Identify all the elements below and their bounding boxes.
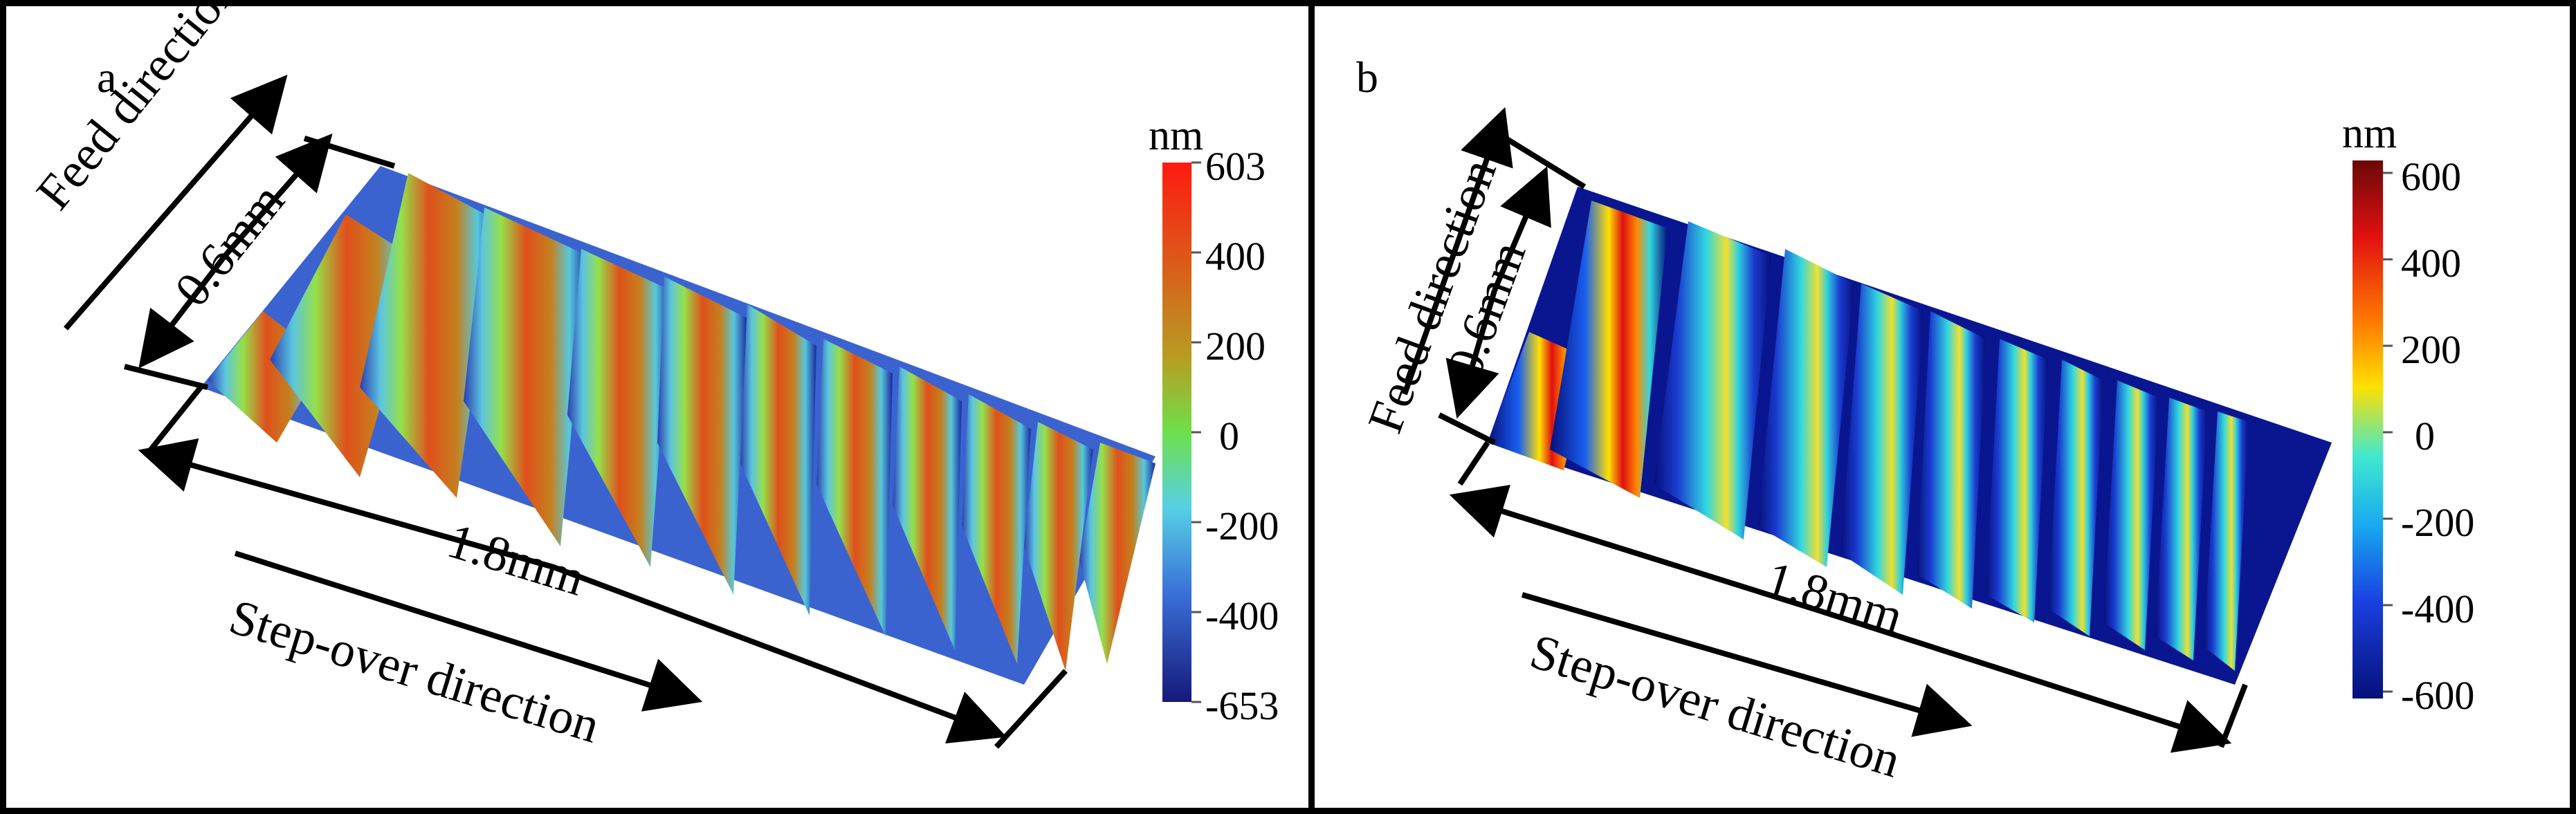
panel-a-length-tick-right <box>994 669 1068 749</box>
panel-a-ridge <box>740 304 816 616</box>
panel-a-feed-arrow <box>63 74 288 331</box>
panel-a-width-arrow-up <box>222 133 333 258</box>
panel-b-colorbar-tick: -400 <box>2401 586 2475 631</box>
panel-a-surface <box>201 166 1155 685</box>
panel-a-colorbar <box>1162 161 1201 703</box>
panel-b-dimension-lines <box>1402 107 2248 753</box>
panel-b-colorbar-tick: -200 <box>2401 500 2475 545</box>
panel-b-colorbar-tick: 200 <box>2401 327 2461 372</box>
panel-b-ridge <box>1986 339 2048 622</box>
panel-b-ridge <box>2155 398 2207 660</box>
panel-b-surface <box>1488 187 2332 685</box>
panel-b-ridges <box>1488 201 2249 671</box>
panel-a-colorbar-tick: -653 <box>1205 683 1279 728</box>
panel-b-ridge-hot <box>1550 201 1668 498</box>
panel-b-ridge <box>2103 380 2159 650</box>
panel-a-ridges <box>208 173 1155 671</box>
panel-b-length-tick-left <box>1457 441 1490 486</box>
panel-b-width-arrow-up <box>1492 166 1551 292</box>
panel-a-ridge <box>816 339 893 636</box>
panel-b-feed-arrow <box>1402 107 1513 396</box>
panel-a-width-arrow-down <box>138 254 228 369</box>
panel-a-length-tick-left <box>143 385 203 459</box>
panel-b-colorbar-tick: -600 <box>2401 673 2475 718</box>
panel-a-colorbar-tick: -400 <box>1205 593 1279 638</box>
panel-b-ridge <box>1757 249 1854 567</box>
panel-a-colorbar-tick: 200 <box>1205 324 1266 369</box>
panel-a-ridge <box>893 367 962 650</box>
panel-a-ridge <box>657 277 747 595</box>
panel-b-ridge <box>1917 311 1986 609</box>
panel-b-ridge <box>2048 360 2103 636</box>
panel-b-length-arrow-left <box>1449 484 1814 611</box>
panel-b-length-arrow-right <box>1811 606 2232 753</box>
panel-a-ridge <box>464 207 588 546</box>
panel-b-width-arrow-down <box>1445 289 1499 419</box>
panel-b-ridge <box>2204 411 2249 671</box>
panel-a-ridge <box>567 249 671 567</box>
panel-a-ridge <box>962 394 1031 664</box>
panel-b-width-tick-bottom <box>1438 412 1496 445</box>
panel-a-colorbar-tick: 400 <box>1205 234 1266 279</box>
panel-b-colorbar-tick: 400 <box>2401 241 2461 286</box>
panel-b-frame <box>1308 0 2576 814</box>
panel-b-colorbar-unit: nm <box>2342 110 2397 157</box>
panel-b-ridge <box>1654 221 1771 539</box>
panel-a-colorbar-gradient <box>1162 163 1191 702</box>
panel-b-colorbar <box>2353 160 2393 699</box>
panel-a-colorbar-tick: 603 <box>1205 144 1266 189</box>
panel-a-length-arrow-right <box>552 564 1007 743</box>
panel-a-stepover-arrow <box>234 551 703 712</box>
panel-a-ridge <box>360 173 498 498</box>
panel-a-length-arrow-left <box>138 438 555 570</box>
panel-b-colorbar-tick: 600 <box>2401 154 2461 199</box>
panel-a-label: a <box>97 53 117 102</box>
panel-b-width-tick-top <box>1492 129 1587 189</box>
panel-a-ridge <box>1024 422 1093 671</box>
panel-b-length-tick-right <box>2218 683 2248 748</box>
panel-a-width-tick-bottom <box>124 364 208 390</box>
panel-a-colorbar-tick: -200 <box>1205 503 1279 548</box>
panel-b-stepover-arrow <box>1521 592 1973 737</box>
panel-a-dimension-lines <box>63 74 1068 749</box>
panel-b-ridge <box>1840 284 1924 595</box>
panel-b-colorbar-gradient <box>2353 160 2383 699</box>
panel-a-colorbar-tick: 0 <box>1219 414 1239 459</box>
panel-b-colorbar-tick: 0 <box>2415 414 2435 459</box>
panel-a-ridge <box>1079 443 1155 664</box>
panel-a-width-tick-top <box>303 136 396 169</box>
panel-b-label: b <box>1356 53 1378 102</box>
panel-a-colorbar-unit: nm <box>1149 112 1204 159</box>
